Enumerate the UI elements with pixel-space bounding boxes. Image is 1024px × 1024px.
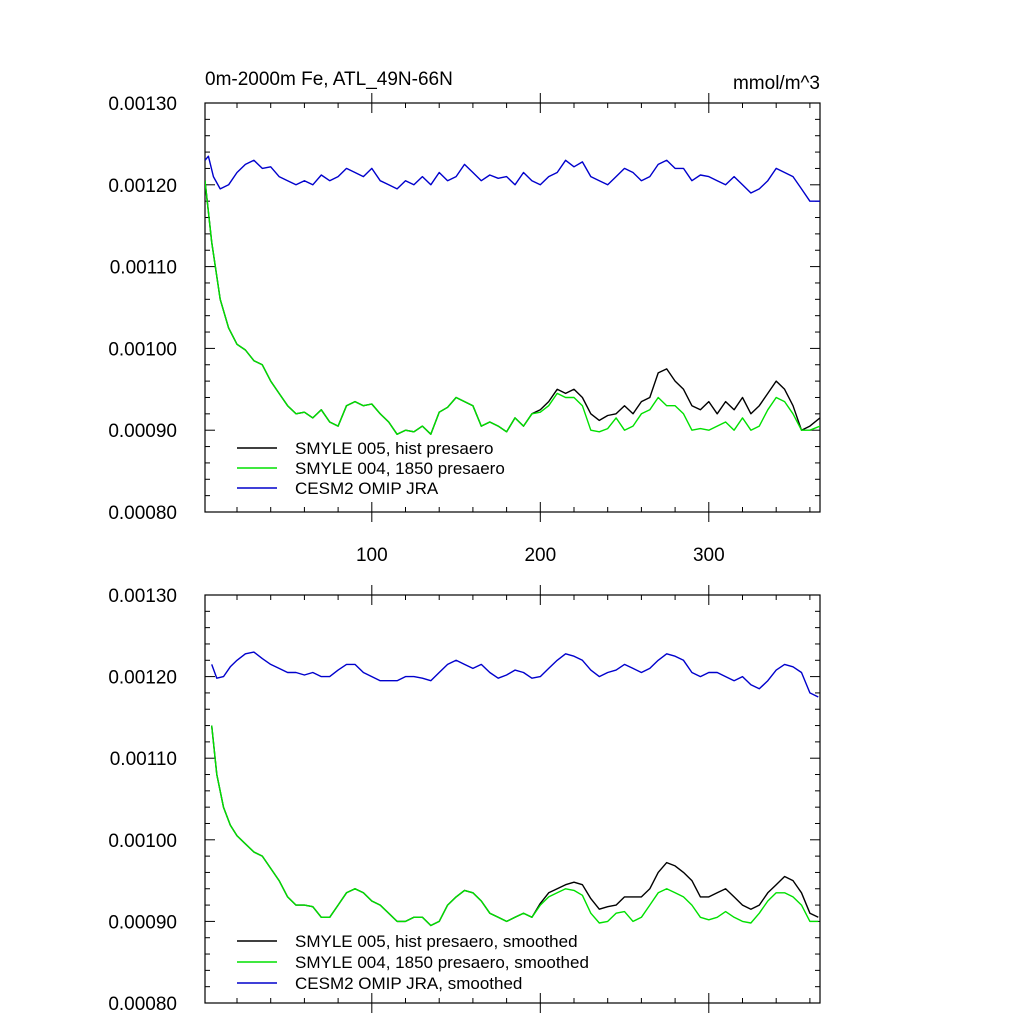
y-tick-label: 0.00080 [108, 994, 177, 1015]
y-tick-label: 0.00120 [108, 668, 177, 689]
x-tick-label: 200 [524, 545, 556, 566]
plot-frame [204, 594, 821, 1004]
y-tick-label: 0.00090 [108, 912, 177, 933]
series-line-0 [211, 725, 819, 927]
bottom-panel: 0.00080 0.00090 0.00100 0.00110 0.00120 0.001… [108, 585, 821, 1015]
legend-label: SMYLE 004, 1850 presaero [295, 459, 505, 478]
legend-label: SMYLE 005, hist presaero, smoothed [295, 932, 578, 951]
legend-label: SMYLE 004, 1850 presaero, smoothed [295, 953, 589, 972]
plot-frame [204, 102, 821, 513]
units-label: mmol/m^3 [733, 73, 820, 94]
y-tick-label: 0.00110 [110, 749, 177, 770]
series-line-1 [211, 725, 819, 927]
y-tick-label: 0.00100 [108, 831, 177, 852]
legend-label: CESM2 OMIP JRA [295, 479, 439, 498]
legend-label: SMYLE 005, hist presaero [295, 439, 493, 458]
series-line-1 [205, 180, 820, 435]
y-tick-label: 0.00130 [108, 94, 177, 115]
top-panel: 0.00080 0.00090 0.00100 0.00110 0.00120 0.001… [108, 69, 821, 566]
series-line-2 [211, 651, 819, 698]
legend-label: CESM2 OMIP JRA, smoothed [295, 974, 522, 993]
y-tick-label: 0.00100 [108, 339, 177, 360]
series-line-0 [205, 180, 820, 435]
series-line-2 [205, 155, 820, 202]
y-tick-label: 0.00120 [108, 176, 177, 197]
x-tick-label: 300 [693, 545, 725, 566]
y-tick-label: 0.00130 [108, 586, 177, 607]
y-tick-label: 0.00080 [108, 503, 177, 524]
y-tick-label: 0.00110 [110, 258, 177, 279]
x-tick-label: 100 [356, 545, 388, 566]
y-tick-label: 0.00090 [108, 421, 177, 442]
chart-title: 0m-2000m Fe, ATL_49N-66N [205, 69, 453, 90]
